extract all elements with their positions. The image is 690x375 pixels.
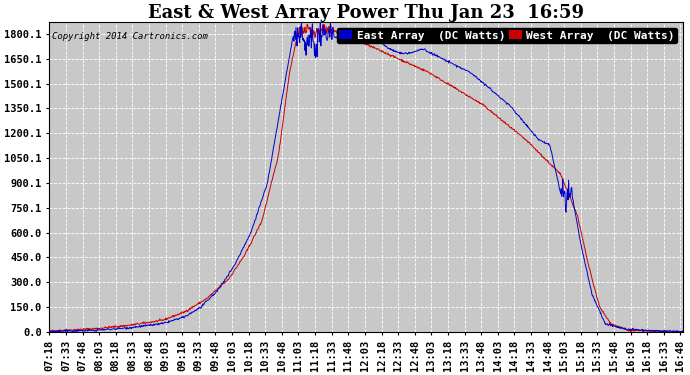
Title: East & West Array Power Thu Jan 23  16:59: East & West Array Power Thu Jan 23 16:59 [148, 4, 584, 22]
Text: Copyright 2014 Cartronics.com: Copyright 2014 Cartronics.com [52, 32, 208, 40]
Legend: East Array  (DC Watts), West Array  (DC Watts): East Array (DC Watts), West Array (DC Wa… [337, 28, 677, 43]
